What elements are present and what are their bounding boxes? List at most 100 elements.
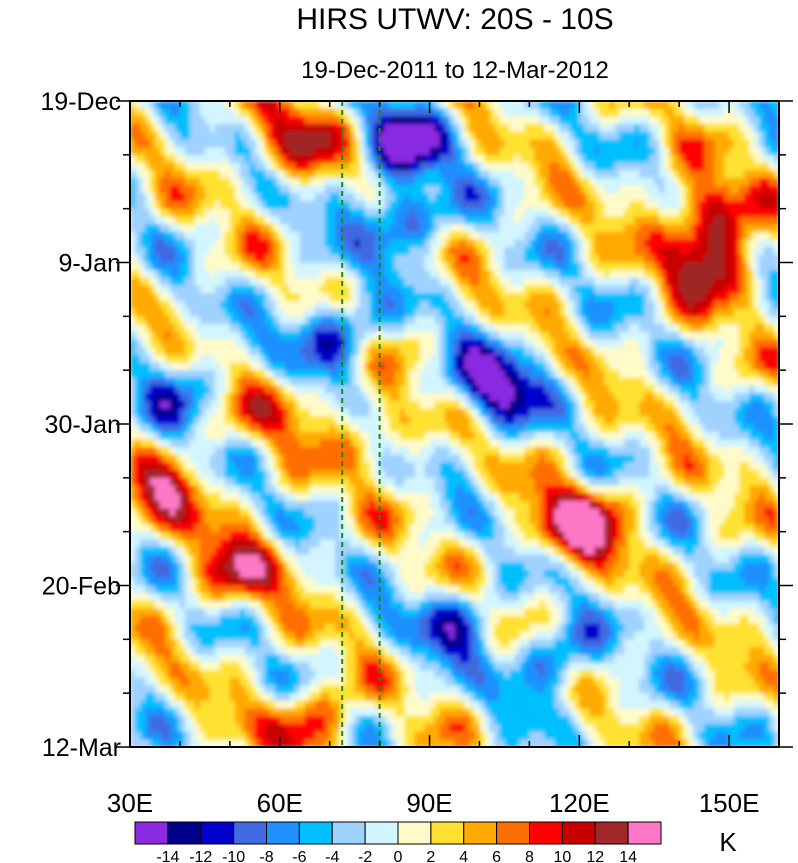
heatmap-cell — [574, 377, 580, 387]
heatmap-cell — [469, 154, 476, 164]
heatmap-cell — [644, 300, 650, 310]
heatmap-cell — [189, 316, 196, 325]
heatmap-cell — [374, 177, 381, 187]
heatmap-cell — [130, 362, 136, 371]
heatmap-cell — [444, 347, 451, 356]
heatmap-cell — [624, 347, 630, 356]
heatmap-cell — [699, 285, 705, 294]
heatmap-cell — [384, 277, 391, 287]
heatmap-cell — [744, 270, 750, 279]
heatmap-cell — [224, 124, 231, 133]
heatmap-cell — [569, 339, 575, 348]
heatmap-cell — [574, 139, 580, 148]
heatmap-cell — [704, 170, 710, 179]
heatmap-cell — [674, 162, 680, 171]
heatmap-cell — [359, 116, 366, 125]
heatmap-cell — [654, 370, 660, 379]
heatmap-cell — [359, 277, 366, 287]
heatmap-cell — [719, 154, 725, 164]
heatmap-cell — [529, 177, 535, 187]
heatmap-cell — [654, 116, 660, 125]
heatmap-cell — [629, 101, 635, 110]
heatmap-cell — [424, 354, 431, 364]
heatmap-cell — [279, 270, 286, 279]
heatmap-cell — [559, 231, 565, 241]
heatmap-cell — [289, 147, 296, 156]
heatmap-cell — [439, 285, 446, 294]
heatmap-cell — [409, 231, 416, 241]
heatmap-cell — [664, 124, 670, 133]
heatmap-cell — [544, 270, 550, 279]
heatmap-cell — [424, 231, 431, 241]
heatmap-cell — [754, 293, 760, 302]
heatmap-cell — [279, 385, 286, 394]
heatmap-cell — [204, 116, 211, 125]
heatmap-cell — [734, 185, 740, 194]
heatmap-cell — [439, 147, 446, 156]
heatmap-cell — [449, 177, 456, 187]
heatmap-cell — [719, 231, 725, 241]
heatmap-cell — [214, 162, 221, 171]
heatmap-cell — [269, 277, 276, 287]
heatmap-cell — [229, 270, 236, 279]
heatmap-cell — [759, 331, 765, 340]
heatmap-cell — [154, 347, 161, 356]
heatmap-cell — [294, 308, 301, 317]
heatmap-cell — [584, 370, 590, 379]
heatmap-cell — [369, 247, 376, 256]
heatmap-cell — [130, 131, 136, 141]
heatmap-cell — [384, 370, 391, 379]
heatmap-cell — [294, 170, 301, 179]
heatmap-cell — [674, 270, 680, 279]
heatmap-cell — [504, 347, 511, 356]
heatmap-cell — [579, 200, 585, 210]
heatmap-cell — [574, 193, 580, 202]
heatmap-cell — [509, 224, 516, 233]
heatmap-cell — [714, 293, 720, 302]
heatmap-cell — [504, 300, 511, 310]
heatmap-cell — [644, 324, 650, 333]
heatmap-cell — [649, 300, 655, 310]
heatmap-cell — [469, 139, 476, 148]
heatmap-cell — [134, 208, 141, 217]
heatmap-cell — [474, 354, 481, 364]
heatmap-cell — [199, 285, 206, 294]
heatmap-cell — [409, 131, 416, 141]
heatmap-cell — [749, 262, 755, 271]
heatmap-cell — [499, 162, 506, 171]
heatmap-cell — [154, 147, 161, 156]
heatmap-cell — [164, 277, 171, 287]
heatmap-cell — [399, 193, 406, 202]
heatmap-cell — [159, 385, 166, 394]
heatmap-cell — [474, 185, 481, 194]
heatmap-cell — [179, 254, 186, 264]
heatmap-cell — [739, 101, 745, 110]
heatmap-cell — [774, 170, 779, 179]
heatmap-cell — [444, 331, 451, 340]
heatmap-cell — [204, 200, 211, 210]
heatmap-cell — [674, 339, 680, 348]
heatmap-cell — [584, 377, 590, 387]
heatmap-cell — [429, 124, 436, 133]
heatmap-cell — [469, 324, 476, 333]
heatmap-cell — [134, 270, 141, 279]
heatmap-cell — [659, 293, 665, 302]
heatmap-cell — [439, 177, 446, 187]
heatmap-cell — [689, 162, 695, 171]
heatmap-cell — [704, 200, 710, 210]
heatmap-cell — [454, 300, 461, 310]
heatmap-cell — [149, 262, 156, 271]
heatmap-cell — [709, 200, 715, 210]
heatmap-cell — [644, 262, 650, 271]
heatmap-cell — [424, 316, 431, 325]
heatmap-cell — [609, 108, 615, 117]
heatmap-cell — [414, 147, 421, 156]
heatmap-cell — [179, 393, 186, 402]
heatmap-cell — [159, 362, 166, 371]
heatmap-cell — [249, 200, 256, 210]
heatmap-cell — [139, 385, 146, 394]
heatmap-cell — [394, 362, 401, 371]
heatmap-cell — [404, 277, 411, 287]
heatmap-cell — [139, 147, 146, 156]
heatmap-cell — [559, 339, 565, 348]
